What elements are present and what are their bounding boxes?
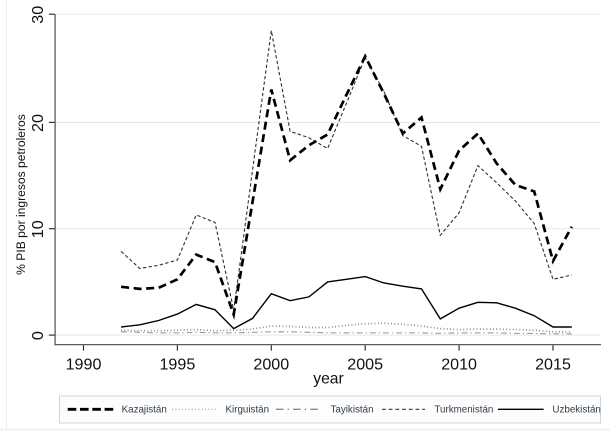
svg-text:Turkmenistán: Turkmenistán [434, 405, 493, 416]
svg-text:2005: 2005 [347, 355, 383, 373]
svg-text:Tayikistán: Tayikistán [331, 405, 374, 416]
svg-text:0: 0 [29, 331, 47, 340]
svg-text:% PIB por ingresos petroleros: % PIB por ingresos petroleros [14, 114, 28, 275]
svg-text:1995: 1995 [159, 355, 195, 373]
svg-text:Kazajistán: Kazajistán [122, 405, 167, 416]
svg-text:30: 30 [29, 6, 47, 24]
svg-text:Uzbekistán: Uzbekistán [552, 405, 600, 416]
svg-text:2000: 2000 [253, 355, 289, 373]
svg-text:10: 10 [29, 220, 47, 238]
svg-text:1990: 1990 [66, 355, 102, 373]
svg-text:Kirguistán: Kirguistán [226, 405, 270, 416]
svg-text:2010: 2010 [441, 355, 477, 373]
svg-text:20: 20 [29, 114, 47, 132]
svg-text:2015: 2015 [535, 355, 571, 373]
svg-text:year: year [313, 371, 344, 388]
